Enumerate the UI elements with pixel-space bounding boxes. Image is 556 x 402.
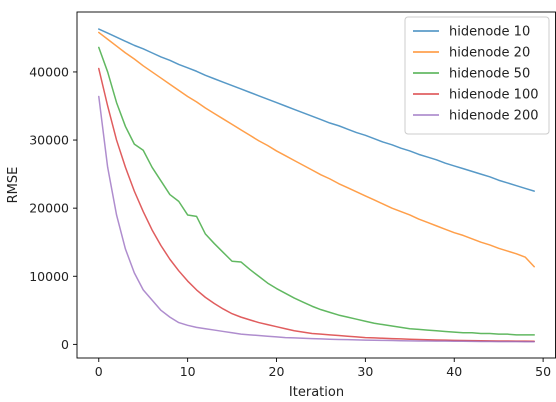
series-line-hidenode-20 <box>98 31 535 268</box>
legend-box <box>404 16 550 135</box>
series-line-hidenode-100 <box>98 67 535 342</box>
legend: hidenode 10 hidenode 20 hidenode 50 hidenod… <box>404 16 550 135</box>
y-tick-label: 30000 <box>29 133 69 148</box>
x-axis-label: Iteration <box>289 385 344 400</box>
series-line-hidenode-200 <box>98 95 535 343</box>
x-tick-label: 20 <box>269 364 285 379</box>
y-tick-label: 20000 <box>29 201 69 216</box>
series-line-hidenode-10 <box>98 28 535 192</box>
y-axis: 0 10000 20000 30000 40000 <box>29 64 77 352</box>
x-axis: 0 10 20 30 40 50 <box>95 358 551 379</box>
y-tick-label: 10000 <box>29 269 69 284</box>
legend-label: hidenode 200 <box>449 109 539 124</box>
x-tick-label: 30 <box>357 364 373 379</box>
y-axis-label: RMSE <box>6 167 21 204</box>
y-tick-label: 40000 <box>29 64 69 79</box>
legend-label: hidenode 10 <box>449 25 530 40</box>
legend-items: hidenode 10 hidenode 20 hidenode 50 hidenod… <box>413 25 539 124</box>
x-tick-label: 10 <box>180 364 196 379</box>
legend-label: hidenode 100 <box>449 88 539 103</box>
y-tick-label: 0 <box>61 337 69 352</box>
series-line-hidenode-50 <box>98 46 535 336</box>
legend-label: hidenode 50 <box>449 67 530 82</box>
x-tick-label: 50 <box>535 364 551 379</box>
x-tick-label: 0 <box>95 364 103 379</box>
legend-label: hidenode 20 <box>449 46 530 61</box>
x-tick-label: 40 <box>446 364 462 379</box>
plot-area <box>76 11 556 359</box>
series-group <box>98 28 535 343</box>
